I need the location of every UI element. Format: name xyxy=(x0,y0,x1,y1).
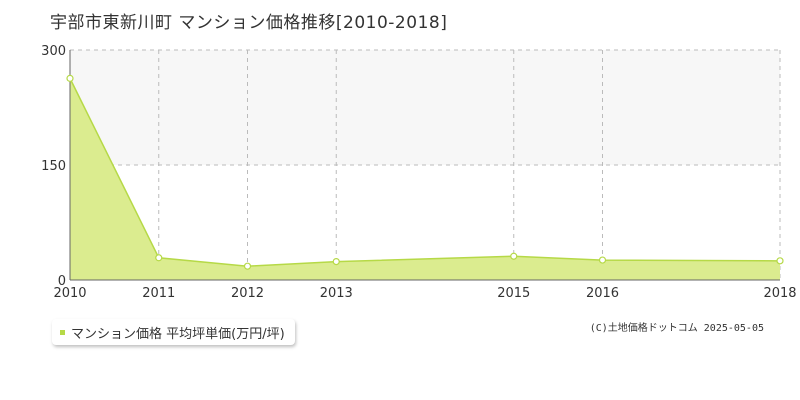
x-tick-label: 2018 xyxy=(763,286,796,301)
y-tick-label: 0 xyxy=(58,274,66,289)
legend-label: マンション価格 平均坪単価(万円/坪) xyxy=(71,326,285,342)
data-point xyxy=(332,258,340,266)
x-tick-label: 2013 xyxy=(320,286,353,301)
y-tick-label: 150 xyxy=(41,159,66,174)
data-point xyxy=(776,257,784,265)
copyright-text: (C)土地価格ドットコム 2025-05-05 xyxy=(589,323,764,334)
data-points xyxy=(66,74,784,270)
tick-labels: 0 150 300 2010 2011 2012 2013 2015 2016 2018 xyxy=(41,44,796,301)
x-tick-label: 2012 xyxy=(231,286,264,301)
grid-lines xyxy=(70,49,781,280)
legend: マンション価格 平均坪単価(万円/坪) xyxy=(52,319,295,345)
x-tick-label: 2011 xyxy=(142,286,175,301)
legend-marker xyxy=(60,329,65,335)
data-point xyxy=(598,256,607,264)
plot-band xyxy=(70,50,780,165)
x-tick-label: 2015 xyxy=(497,286,530,301)
x-tick-label: 2010 xyxy=(53,286,86,301)
data-point xyxy=(510,252,518,260)
data-point xyxy=(155,254,163,262)
x-tick-label: 2016 xyxy=(586,286,619,301)
axes xyxy=(69,50,780,281)
y-tick-label: 300 xyxy=(41,44,66,59)
series-area-fill xyxy=(70,78,780,280)
chart-title: 宇部市東新川町 マンション価格推移[2010-2018] xyxy=(50,13,448,33)
data-point xyxy=(243,262,252,270)
data-point xyxy=(66,74,74,82)
